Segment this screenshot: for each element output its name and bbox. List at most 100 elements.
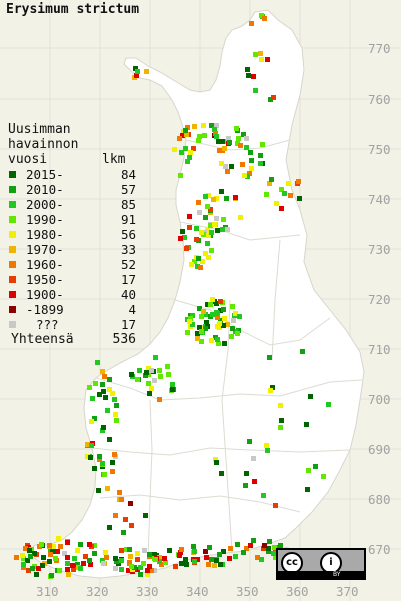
- occurrence-square: [214, 134, 219, 139]
- legend-count: 40: [120, 287, 136, 302]
- occurrence-square: [48, 552, 53, 557]
- occurrence-square: [36, 566, 41, 571]
- occurrence-square: [297, 196, 302, 201]
- occurrence-square: [258, 153, 263, 158]
- legend-row: 2010- 57: [8, 182, 136, 197]
- occurrence-square: [265, 57, 270, 62]
- occurrence-square: [224, 196, 229, 201]
- occurrence-square: [244, 145, 249, 150]
- occurrence-square: [34, 572, 39, 577]
- occurrence-square: [158, 374, 163, 379]
- x-label-360: 360: [286, 584, 309, 599]
- occurrence-square: [215, 337, 220, 342]
- occurrence-square: [211, 557, 216, 562]
- occurrence-square: [14, 555, 19, 560]
- occurrence-square: [149, 386, 154, 391]
- occurrence-square: [110, 469, 115, 474]
- occurrence-square: [244, 136, 249, 141]
- occurrence-square: [135, 69, 140, 74]
- occurrence-square: [83, 554, 88, 559]
- occurrence-square: [62, 551, 67, 556]
- occurrence-square: [88, 455, 93, 460]
- y-label-770: 770: [368, 41, 391, 56]
- occurrence-square: [273, 555, 278, 560]
- occurrence-square: [201, 123, 206, 128]
- legend-row: 1950- 17: [8, 272, 136, 287]
- legend-row: 1970- 33: [8, 242, 136, 257]
- occurrence-square: [267, 539, 272, 544]
- occurrence-square: [248, 543, 253, 548]
- occurrence-square: [179, 547, 184, 552]
- legend-header-line-1: Uusimman: [8, 122, 71, 137]
- occurrence-square: [182, 235, 187, 240]
- occurrence-square: [85, 454, 90, 459]
- legend-row: -1899 4: [8, 302, 136, 317]
- y-label-710: 710: [368, 342, 391, 357]
- x-label-330: 330: [136, 584, 159, 599]
- occurrence-square: [187, 319, 192, 324]
- occurrence-square: [304, 422, 309, 427]
- occurrence-square: [208, 302, 213, 307]
- occurrence-square: [135, 557, 140, 562]
- occurrence-square: [152, 568, 157, 573]
- occurrence-square: [258, 161, 263, 166]
- occurrence-square: [20, 553, 25, 558]
- occurrence-square: [93, 381, 98, 386]
- occurrence-square: [197, 325, 202, 330]
- occurrence-square: [146, 366, 151, 371]
- occurrence-square: [264, 443, 269, 448]
- occurrence-square: [259, 13, 264, 18]
- occurrence-square: [95, 360, 100, 365]
- occurrence-square: [21, 565, 26, 570]
- occurrence-square: [208, 207, 213, 212]
- occurrence-square: [135, 567, 140, 572]
- occurrence-square: [121, 530, 126, 535]
- occurrence-square: [128, 554, 133, 559]
- occurrence-square: [184, 246, 189, 251]
- occurrence-square: [223, 164, 228, 169]
- occurrence-square: [65, 540, 70, 545]
- occurrence-square: [23, 546, 28, 551]
- occurrence-square: [249, 166, 254, 171]
- occurrence-square: [231, 318, 236, 323]
- occurrence-square: [266, 546, 271, 551]
- occurrence-square: [101, 425, 106, 430]
- occurrence-square: [159, 562, 164, 567]
- occurrence-square: [177, 553, 182, 558]
- occurrence-square: [212, 222, 217, 227]
- legend-swatch: [9, 186, 16, 193]
- legend-year: 1950-: [26, 272, 64, 287]
- occurrence-square: [163, 560, 168, 565]
- occurrence-square: [269, 177, 274, 182]
- occurrence-square: [251, 538, 256, 543]
- occurrence-square: [56, 536, 61, 541]
- occurrence-square: [183, 146, 188, 151]
- occurrence-square: [170, 382, 175, 387]
- occurrence-square: [214, 123, 219, 128]
- occurrence-square: [124, 547, 129, 552]
- occurrence-square: [107, 525, 112, 530]
- occurrence-square: [107, 387, 112, 392]
- occurrence-square: [210, 312, 215, 317]
- x-label-370: 370: [336, 584, 359, 599]
- occurrence-square: [259, 557, 264, 562]
- occurrence-square: [261, 546, 266, 551]
- occurrence-square: [178, 236, 183, 241]
- occurrence-square: [209, 230, 214, 235]
- occurrence-square: [255, 555, 260, 560]
- occurrence-square: [153, 355, 158, 360]
- occurrence-square: [260, 142, 265, 147]
- legend-swatch: [9, 216, 16, 223]
- occurrence-square: [216, 341, 221, 346]
- occurrence-square: [123, 517, 128, 522]
- occurrence-square: [192, 549, 197, 554]
- occurrence-square: [114, 559, 119, 564]
- occurrence-square: [249, 21, 254, 26]
- occurrence-square: [102, 374, 107, 379]
- occurrence-square: [90, 396, 95, 401]
- cc-by-license-badge[interactable]: cc i BY: [276, 548, 366, 580]
- occurrence-square: [113, 556, 118, 561]
- occurrence-square: [261, 493, 266, 498]
- occurrence-square: [227, 556, 232, 561]
- occurrence-square: [157, 559, 162, 564]
